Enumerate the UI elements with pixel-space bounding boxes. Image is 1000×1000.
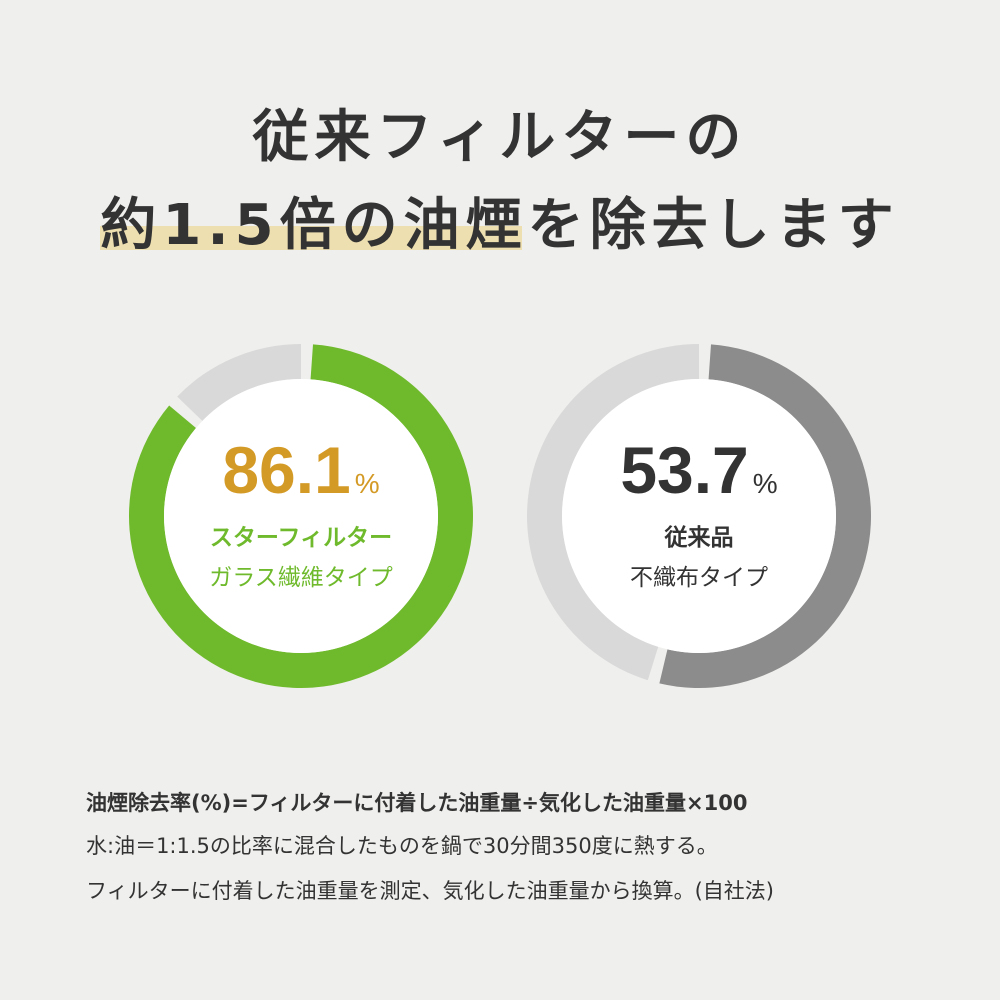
chart-2-rest-segment [527, 344, 699, 681]
chart-1-label1: スターフィルター [209, 525, 393, 551]
chart-2-center: 53.7% 従来品 不織布タイプ [559, 432, 839, 592]
chart-2-label2: 不織布タイプ [630, 565, 768, 591]
headline-highlight [100, 226, 522, 250]
method-note-1: 水:油＝1:1.5の比率に混合したものを鍋で30分間350度に熱する。 [86, 834, 718, 858]
chart-1-value: 86.1% [222, 433, 380, 507]
chart-2-label1: 従来品 [664, 525, 734, 551]
chart-1-center: 86.1% スターフィルター ガラス繊維タイプ [161, 432, 441, 592]
formula-note: 油煙除去率(%)=フィルターに付着した油重量÷気化した油重量×100 [86, 791, 748, 815]
chart-2-inner-circle [562, 379, 836, 653]
method-note-2: フィルターに付着した油重量を測定、気化した油重量から換算。(自社法) [86, 879, 774, 903]
chart-1-inner-circle [164, 379, 438, 653]
headline-line1: 従来フィルターの [252, 105, 748, 170]
chart-1-label2: ガラス繊維タイプ [209, 565, 393, 591]
chart-2-value: 53.7% [620, 433, 778, 507]
chart-2-value-segment [659, 344, 872, 689]
headline-line2: 約1.5倍の油煙を除去します [100, 193, 900, 258]
chart-1-rest-segment [177, 344, 301, 421]
